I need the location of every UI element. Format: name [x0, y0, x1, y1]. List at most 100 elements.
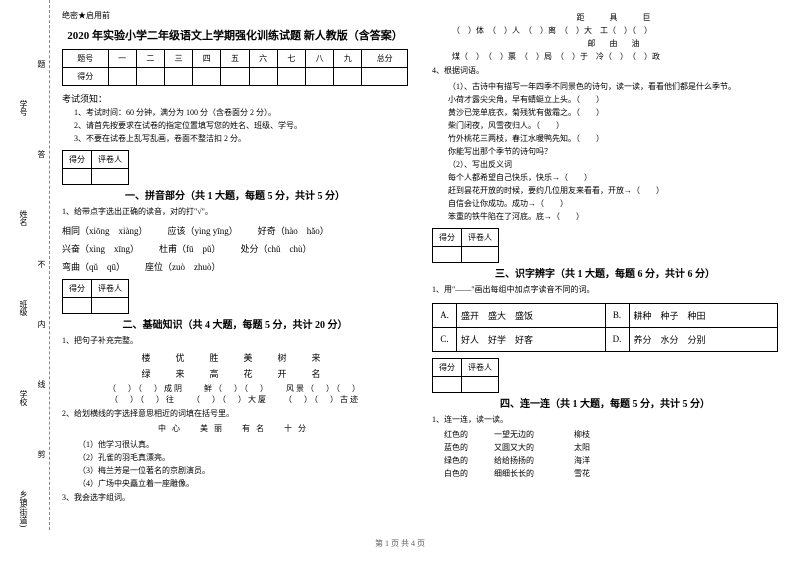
- score-h0: 题号: [63, 50, 109, 68]
- part2-title: 二、基础知识（共 4 大题，每题 5 分，共计 20 分）: [62, 316, 408, 331]
- match-2: 蓝色的又圆又大的太阳: [444, 442, 778, 453]
- score-table: 题号 一 二 三 四 五 六 七 八 九 总分 得分: [62, 49, 408, 86]
- score-h10: 总分: [362, 50, 408, 68]
- r-chars-2: 邮 由 油: [452, 38, 778, 49]
- part1-title: 一、拼音部分（共 1 大题，每题 5 分，共计 5 分）: [62, 187, 408, 202]
- exam-title: 2020 年实验小学二年级语文上学期强化训练试题 新人教版（含答案）: [62, 27, 408, 43]
- score-h4: 四: [193, 50, 221, 68]
- inner-label-2: 线: [36, 380, 47, 388]
- pinyin-row-1: 相同（xiōng xiàng） 应该（yìng yīng） 好奇（hào hǎo…: [62, 224, 408, 237]
- part4-q1: 1、连一连，读一读。: [432, 414, 778, 427]
- q2-words: 中心 美丽 有名 十分: [62, 423, 408, 436]
- instruction-1: 1、考试时间：60 分钟，满分为 100 分（含卷面分 2 分）。: [74, 107, 408, 118]
- py-2-3: 处分（chǔ chù）: [241, 242, 312, 255]
- r-q4-3l3: 自信会让你成功。成功→（ ）: [448, 198, 778, 209]
- q2-item-4: （4）广场中央矗立着一座雕像。: [78, 478, 408, 489]
- score-h3: 三: [164, 50, 192, 68]
- q1-chars-2: 绿 来 高 花 开 名: [62, 367, 408, 380]
- match-4: 白色的细细长长的雪花: [444, 468, 778, 479]
- r-q4-3l2: 赶到昙花开放的时候，要约几位朋友来看看，开放→（ ）: [448, 185, 778, 196]
- notice-title: 考试须知：: [62, 92, 408, 105]
- q1-parens-2: （ ）（ ）往 （ ）（ ）大厦 （ ）（ ）古迹: [62, 394, 408, 405]
- py-1-1: 相同（xiōng xiàng）: [62, 224, 148, 237]
- part2-q3: 3、我会选字组词。: [62, 492, 408, 505]
- binding-label-5: 学号: [18, 100, 29, 116]
- r-parens-2: 煤（ ） （ ）票 （ ）局 （ ）于 冷（ ） （ ）政: [452, 51, 778, 62]
- py-3-1: 弯曲（qǔ qū）: [62, 260, 125, 273]
- binding-label-3: 班级: [18, 300, 29, 316]
- ct-a: A.: [433, 303, 457, 327]
- ct-b: B.: [605, 303, 629, 327]
- r-q4-l3: 柴门闭夜，风雪夜归人。（ ）: [448, 120, 778, 131]
- r-q4: 4、根据词语。: [432, 65, 778, 78]
- r-q4-2: 你能写出那个季节的诗句吗？: [448, 146, 778, 157]
- part3-title: 三、识字辨字（共 1 大题，每题 6 分，共计 6 分）: [432, 265, 778, 280]
- scorer-h2: 评卷人: [92, 151, 129, 169]
- r-q4-l1: 小荷才露尖尖角，早有蜻蜓立上头。（ ）: [448, 94, 778, 105]
- scorer-table-3: 得分评卷人: [432, 228, 499, 263]
- page-footer: 第 1 页 共 4 页: [0, 538, 800, 549]
- q2-item-2: （2）孔雀的羽毛真漂亮。: [78, 452, 408, 463]
- q2-item-1: （1）他学习很认真。: [78, 439, 408, 450]
- r-q4-3: （2）、写出反义词: [448, 159, 778, 170]
- ct-a-words: 盛开 盛大 盛饭: [457, 303, 606, 327]
- part1-q1: 1、给带点字选出正确的读音，对的打"√"。: [62, 206, 408, 219]
- part3-q1: 1、用"——"画出每组中加点字读音不同的词。: [432, 284, 778, 297]
- scorer-table-1: 得分评卷人: [62, 150, 129, 185]
- q1-parens-1: （ ）（ ）成阴 鲜（ ）（ ） 风景（ ）（ ）: [62, 383, 408, 394]
- match-3: 绿色的给给扬扬的海洋: [444, 455, 778, 466]
- ct-c: C.: [433, 327, 457, 351]
- instruction-2: 2、请首先按要求在试卷的指定位置填写您的姓名、班级、学号。: [74, 120, 408, 131]
- left-column: 绝密★启用前 2020 年实验小学二年级语文上学期强化训练试题 新人教版（含答案…: [50, 10, 420, 530]
- inner-label-3: 内: [36, 320, 47, 328]
- right-column: 距 具 巨 （ ）体 （ ）人 （ ）离 （ ）大 工（ ）（ ） 邮 由 油 …: [420, 10, 790, 530]
- py-3-2: 座位（zuò zhuò）: [145, 260, 221, 273]
- binding-label-4: 姓名: [18, 210, 29, 226]
- part2-q1: 1、把句子补充完整。: [62, 335, 408, 348]
- r-q4-3l1: 每个人都希望自己快乐，快乐→（ ）: [448, 172, 778, 183]
- r-q4-1: （1）、古诗中有描写一年四季不同景色的诗句，读一读，看看他们都是什么季节。: [448, 81, 778, 92]
- instruction-3: 3、不要在试卷上乱写乱画，卷面不整洁扣 2 分。: [74, 133, 408, 144]
- binding-label-1: 乡镇(街道): [18, 490, 29, 527]
- binding-margin: 乡镇(街道) 学校 班级 姓名 学号 剪 线 内 不 答 题: [0, 0, 50, 530]
- ct-c-words: 好人 好学 好客: [457, 327, 606, 351]
- char-table: A. 盛开 盛大 盛饭 B. 耕种 种子 种田 C. 好人 好学 好客 D. 养…: [432, 303, 778, 352]
- score-row2: 得分: [63, 68, 109, 86]
- part2-q2: 2、给划横线的字选择意思相近的词填在括号里。: [62, 408, 408, 421]
- score-h5: 五: [221, 50, 249, 68]
- pinyin-row-3: 弯曲（qǔ qū） 座位（zuò zhuò）: [62, 260, 408, 273]
- match-1: 红色的一望无边的柳枝: [444, 429, 778, 440]
- py-2-2: 杜甫（fū pǔ）: [159, 242, 221, 255]
- r-chars-1: 距 具 巨: [452, 12, 778, 23]
- scorer-h1: 得分: [63, 151, 92, 169]
- py-1-3: 好奇（hào hǎo）: [258, 224, 329, 237]
- part4-title: 四、连一连（共 1 大题，每题 5 分，共计 5 分）: [432, 395, 778, 410]
- py-2-1: 兴奋（xìng xīng）: [62, 242, 139, 255]
- q2-item-3: （3）梅兰芳是一位著名的京剧演员。: [78, 465, 408, 476]
- score-h8: 八: [305, 50, 333, 68]
- score-h2: 二: [136, 50, 164, 68]
- score-h7: 七: [277, 50, 305, 68]
- ct-b-words: 耕种 种子 种田: [629, 303, 778, 327]
- py-1-2: 应该（yìng yīng）: [168, 224, 238, 237]
- page-content: 绝密★启用前 2020 年实验小学二年级语文上学期强化训练试题 新人教版（含答案…: [0, 0, 800, 530]
- score-h6: 六: [249, 50, 277, 68]
- r-q4-l2: 黄沙已笼单底衣，菊残犹有傲霜之。（ ）: [448, 107, 778, 118]
- score-h1: 一: [108, 50, 136, 68]
- pinyin-row-2: 兴奋（xìng xīng） 杜甫（fū pǔ） 处分（chǔ chù）: [62, 242, 408, 255]
- inner-label-1: 剪: [36, 450, 47, 458]
- confidential-label: 绝密★启用前: [62, 10, 408, 21]
- scorer-table-2: 得分评卷人: [62, 279, 129, 314]
- instruction-list: 1、考试时间：60 分钟，满分为 100 分（含卷面分 2 分）。 2、请首先按…: [62, 107, 408, 144]
- scorer-table-4: 得分评卷人: [432, 358, 499, 393]
- r-q4-l4: 竹外桃花三两枝，春江水暖鸭先知。（ ）: [448, 133, 778, 144]
- r-parens-1: （ ）体 （ ）人 （ ）离 （ ）大 工（ ）（ ）: [452, 25, 778, 36]
- inner-label-4: 不: [36, 260, 47, 268]
- inner-label-6: 题: [36, 60, 47, 68]
- r-q4-3l4: 笨重的铁牛陷在了河底。底→（ ）: [448, 211, 778, 222]
- score-h9: 九: [334, 50, 362, 68]
- q1-chars-1: 楼 优 胜 美 树 来: [62, 351, 408, 364]
- ct-d: D.: [605, 327, 629, 351]
- inner-label-5: 答: [36, 150, 47, 158]
- binding-label-2: 学校: [18, 390, 29, 406]
